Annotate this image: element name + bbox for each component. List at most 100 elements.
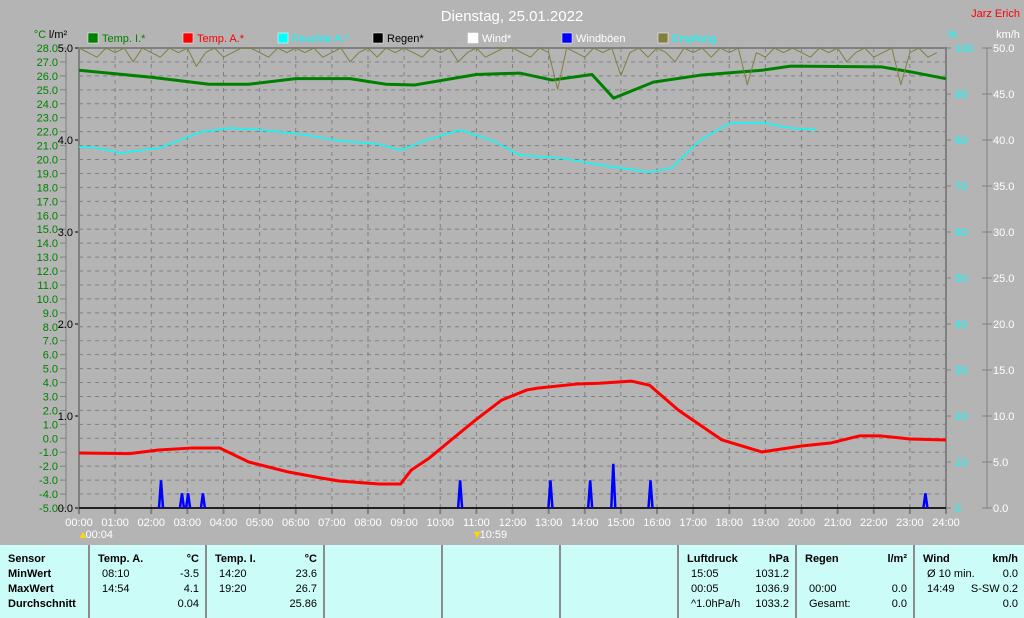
temp-tick-label: -4.0 [39,489,58,501]
x-tick-label: 23:00 [896,517,924,529]
x-tick-label: 03:00 [174,517,202,529]
temp-tick-label: 1.0 [43,419,58,431]
table-cell-value: 1036.9 [755,583,789,595]
table-cell-value: 0.0 [891,598,907,610]
wind-tick-label: 20.0 [993,319,1014,331]
temp-tick-label: 21.0 [37,141,58,153]
x-tick-label: 15:00 [607,517,635,529]
temp-tick-label: 19.0 [37,168,58,180]
table-cell-value: 4.1 [183,583,199,595]
wind-gust-spike [178,493,186,509]
legend-swatch [372,32,384,44]
temp-tick-label: 5.0 [43,364,58,376]
legend-swatch [182,32,194,44]
wind-tick-label: 35.0 [993,181,1014,193]
table-cell-label: Ø 10 min. [927,568,975,580]
table-cell-label: Wind [923,553,950,565]
table-cell-value: -3.5 [180,568,199,580]
table-cell-label: 00:05 [691,583,719,595]
legend-swatch [277,32,289,44]
x-tick-label: 20:00 [788,517,816,529]
legend-label: Windböen [576,33,626,45]
temp-tick-label: 10.0 [37,294,58,306]
table-cell-label: MinWert [8,568,52,580]
legend-label: Temp. A.* [197,33,245,45]
rain-tick-label: 5.0 [58,43,73,55]
table-cell-label: 19:20 [219,583,247,595]
table-cell-value: 0.0 [1002,598,1018,610]
temp-tick-label: 8.0 [43,322,58,334]
temp-tick-label: 4.0 [43,378,58,390]
table-cell-value: °C [304,553,317,565]
table-cell-label: Luftdruck [687,553,738,565]
table-cell-value: 0.0 [1002,568,1018,580]
temp-tick-label: -1.0 [39,447,58,459]
table-cell-label: Gesamt: [809,598,851,610]
series-line-2 [78,121,817,173]
table-column: Sensor MinWert MaxWert Durchschnitt [0,545,88,618]
temp-tick-label: -5.0 [39,503,58,515]
table-cell-label: Temp. I. [215,553,256,565]
wind-tick-label: 15.0 [993,365,1014,377]
wind-gust-spike [456,480,464,509]
series-line-1 [78,379,947,486]
plot-frame [78,47,947,509]
wind-axis-unit: km/h [996,29,1020,41]
rain-tick-label: 3.0 [58,227,73,239]
x-tick-label: 10:00 [426,517,454,529]
table-cell-value: 1031.2 [755,568,789,580]
wind-gust-spike [184,493,192,509]
humidity-tick-label: 20 [955,411,967,423]
table-cell-label: 00:00 [809,583,837,595]
table-cell-label: 14:49 [927,583,955,595]
author-label: Jarz Erich [971,8,1020,20]
legend-swatch [87,32,99,44]
statistics-table: Sensor MinWert MaxWert Durchschnitt Temp. A.… [0,545,1024,618]
table-column [559,545,677,618]
humidity-tick-label: 10 [955,457,967,469]
x-tick-label: 07:00 [318,517,346,529]
table-column: Luftdruck hPa 15:05 1031.2 00:05 1036.9 ^1.0hP… [677,545,795,618]
temp-tick-label: 0.0 [43,433,58,445]
legend-label: Empfang [672,33,716,45]
x-tick-label: 09:00 [390,517,418,529]
wind-tick-label: 0.0 [993,503,1008,515]
sunrise-icon: ▲ [78,529,89,541]
temp-tick-label: 22.0 [37,127,58,139]
event-time: 10:59 [480,529,508,541]
wind-tick-label: 50.0 [993,43,1014,55]
temp-axis-unit: °C [34,29,46,41]
temp-tick-label: 13.0 [37,252,58,264]
legend-label: Regen* [387,33,424,45]
legend-label: Temp. I.* [102,33,146,45]
table-cell-value: 26.7 [295,583,317,595]
wind-gust-spike [199,493,207,509]
humidity-tick-label: 30 [955,365,967,377]
temp-tick-label: 2.0 [43,405,58,417]
temp-tick-label: 14.0 [37,238,58,250]
humidity-tick-label: 50 [955,273,967,285]
legend-swatch [561,32,573,44]
table-column [323,545,441,618]
wind-tick-label: 45.0 [993,89,1014,101]
humidity-tick-label: 100 [955,43,973,55]
temp-tick-label: 20.0 [37,155,58,167]
legend-label: Feuchte A.* [292,33,350,45]
rain-tick-label: 4.0 [58,135,73,147]
temp-tick-label: 7.0 [43,336,58,348]
table-column: Regen l/m² 00:00 0.0 Gesamt: 0.0 [795,545,913,618]
table-cell-label: Durchschnitt [8,598,76,610]
rain-tick-label: 1.0 [58,411,73,423]
temp-tick-label: -3.0 [39,475,58,487]
sunset-icon: ▼ [472,529,483,541]
table-cell-label: 08:10 [102,568,130,580]
x-tick-label: 13:00 [535,517,563,529]
humidity-tick-label: 0 [955,503,961,515]
wind-tick-label: 30.0 [993,227,1014,239]
x-tick-label: 05:00 [246,517,274,529]
temp-tick-label: 6.0 [43,350,58,362]
x-tick-label: 11:00 [463,517,490,529]
table-column [441,545,559,618]
humidity-axis-unit: % [947,29,957,41]
table-column: Temp. A. °C 08:10 -3.5 14:54 4.1 0.04 [88,545,205,618]
